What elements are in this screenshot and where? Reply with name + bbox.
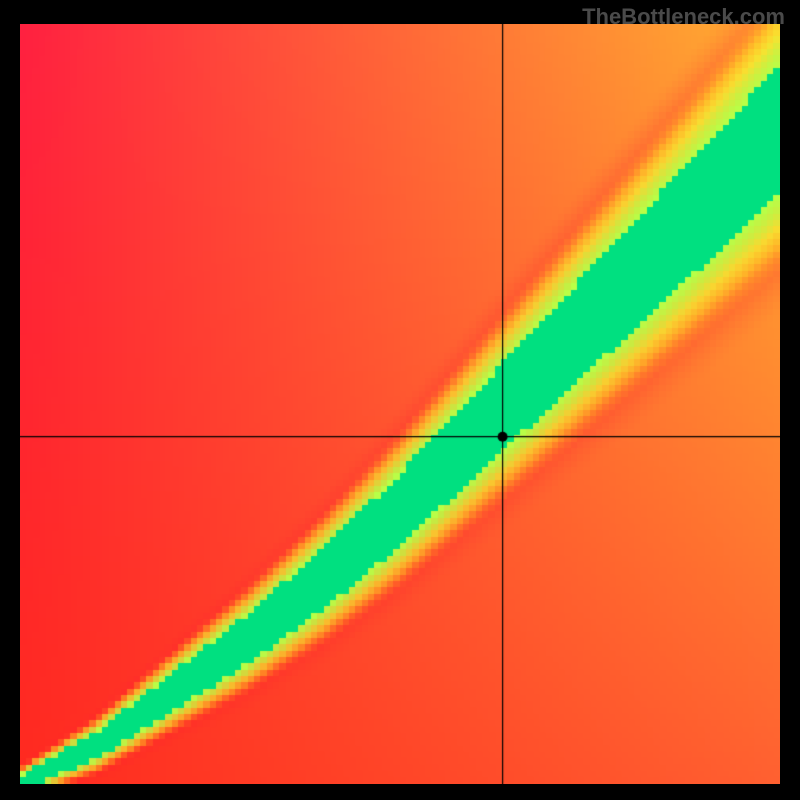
- heatmap-canvas: [20, 24, 780, 784]
- heatmap-area: [20, 24, 780, 784]
- chart-container: TheBottleneck.com: [0, 0, 800, 800]
- watermark-text: TheBottleneck.com: [582, 4, 785, 30]
